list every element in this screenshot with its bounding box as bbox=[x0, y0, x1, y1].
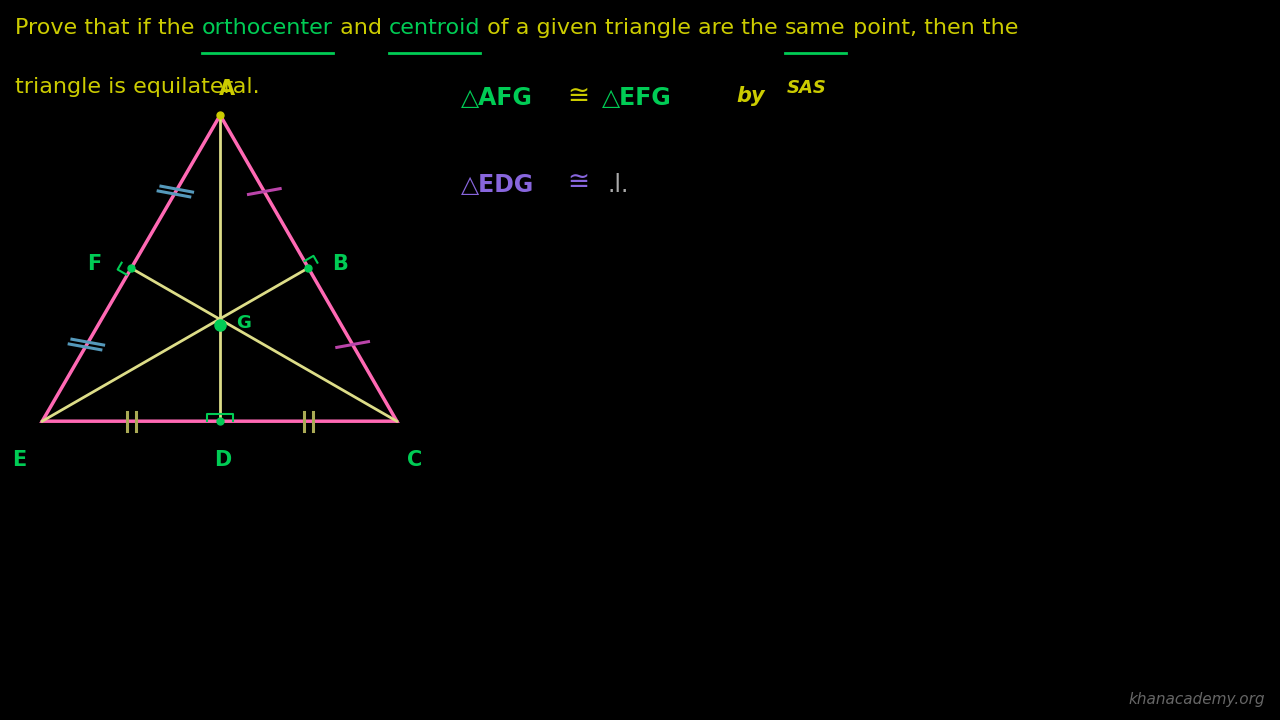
Text: C: C bbox=[407, 450, 422, 470]
Text: of a given triangle are the: of a given triangle are the bbox=[480, 18, 785, 38]
Text: B: B bbox=[333, 254, 348, 274]
Text: point, then the: point, then the bbox=[846, 18, 1018, 38]
Text: E: E bbox=[12, 450, 27, 470]
Text: ≅: ≅ bbox=[567, 83, 589, 109]
Text: G: G bbox=[236, 314, 251, 332]
Text: orthocenter: orthocenter bbox=[202, 18, 333, 38]
Text: △EFG: △EFG bbox=[602, 86, 671, 110]
Text: khanacademy.org: khanacademy.org bbox=[1128, 692, 1265, 707]
Text: same: same bbox=[785, 18, 846, 38]
Text: triangle is equilateral.: triangle is equilateral. bbox=[15, 77, 260, 97]
Text: △EDG: △EDG bbox=[461, 173, 534, 197]
Text: centroid: centroid bbox=[389, 18, 480, 38]
Text: ≅: ≅ bbox=[567, 169, 589, 195]
Text: SAS: SAS bbox=[787, 79, 827, 97]
Text: F: F bbox=[87, 254, 102, 274]
Text: Prove that if the: Prove that if the bbox=[15, 18, 202, 38]
Text: A: A bbox=[219, 79, 234, 99]
Text: △AFG: △AFG bbox=[461, 86, 532, 110]
Text: D: D bbox=[214, 450, 232, 470]
Text: .l.: .l. bbox=[608, 173, 630, 197]
Text: by: by bbox=[736, 86, 764, 107]
Text: and: and bbox=[333, 18, 389, 38]
